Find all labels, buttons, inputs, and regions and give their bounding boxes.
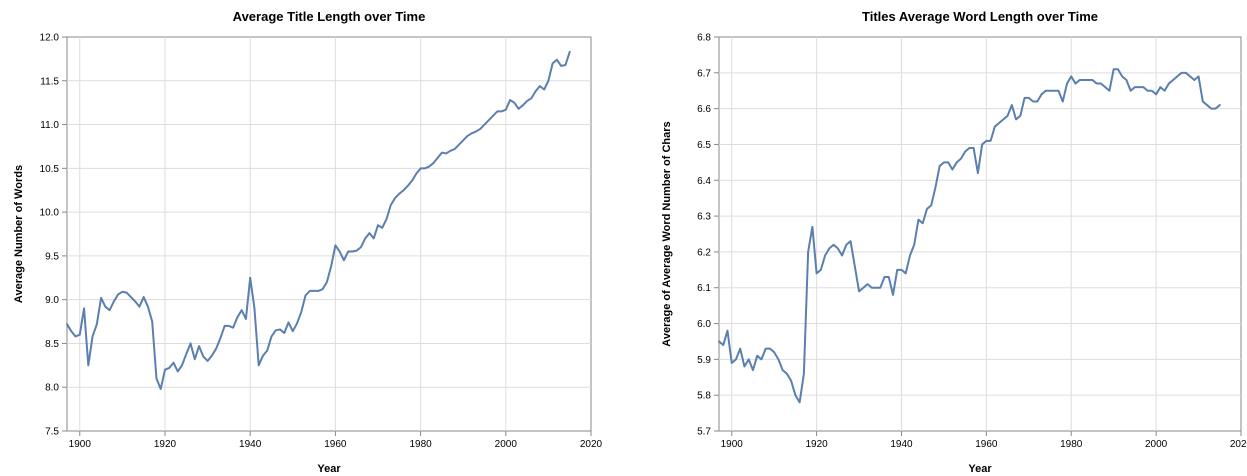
x-axis-title: Year — [317, 463, 341, 475]
series — [66, 50, 571, 390]
y-tick-label: 6.1 — [697, 283, 711, 294]
y-tick-label: 9.0 — [45, 295, 59, 306]
ticks: 1900 1920 1940 1960 1980 2000 2020 7.5 8.0 8.5 9.0… — [40, 33, 603, 451]
y-tick-label: 9.5 — [45, 251, 59, 262]
y-tick-label: 8.0 — [45, 383, 59, 394]
y-axis-title: Average Number of Words — [13, 165, 25, 303]
x-tick-label: 2020 — [1230, 439, 1247, 450]
x-tick-label: 1980 — [1060, 439, 1083, 450]
chart-average-word-length: 1900 1920 1940 1960 1980 2000 2020 5.7 5.8 5.9 6.0… — [661, 9, 1247, 475]
x-tick-label: 1900 — [721, 439, 744, 450]
grid — [67, 37, 591, 431]
x-tick-label: 2020 — [580, 439, 603, 450]
y-tick-label: 11.0 — [40, 120, 59, 131]
y-tick-label: 6.3 — [697, 212, 711, 223]
x-tick-label: 1940 — [890, 439, 913, 450]
y-tick-label: 10.0 — [40, 208, 60, 219]
series-line — [718, 68, 1221, 404]
y-tick-label: 10.5 — [40, 164, 60, 175]
x-tick-label: 1980 — [409, 439, 432, 450]
plot-frame — [718, 36, 1242, 432]
x-axis-title: Year — [968, 463, 992, 475]
y-tick-label: 6.0 — [697, 319, 711, 330]
y-tick-label: 6.6 — [697, 104, 711, 115]
plot-frame — [66, 36, 592, 432]
series-line — [66, 50, 571, 390]
y-tick-label: 5.8 — [697, 391, 711, 402]
y-tick-label: 6.7 — [697, 68, 711, 79]
y-tick-label: 11.5 — [40, 76, 59, 87]
x-tick-label: 2000 — [495, 439, 518, 450]
x-tick-label: 1900 — [69, 439, 92, 450]
x-tick-label: 1960 — [324, 439, 347, 450]
y-tick-label: 6.5 — [697, 140, 711, 151]
grid — [719, 37, 1241, 431]
x-tick-label: 2000 — [1145, 439, 1168, 450]
y-tick-label: 6.2 — [697, 247, 711, 258]
series — [718, 68, 1221, 404]
y-tick-label: 8.5 — [45, 339, 59, 350]
y-tick-label: 7.5 — [45, 427, 59, 438]
chart-title: Average Title Length over Time — [233, 9, 426, 24]
x-tick-label: 1960 — [975, 439, 998, 450]
x-tick-label: 1920 — [805, 439, 828, 450]
y-axis-title: Average of Average Word Number of Chars — [661, 121, 673, 346]
chart-average-title-length: 1900 1920 1940 1960 1980 2000 2020 7.5 8.0 8.5 9.0… — [13, 9, 603, 475]
y-tick-label: 5.9 — [697, 355, 711, 366]
y-tick-label: 12.0 — [40, 33, 60, 44]
y-tick-label: 6.8 — [697, 33, 711, 44]
x-tick-label: 1940 — [239, 439, 262, 450]
x-tick-label: 1920 — [154, 439, 177, 450]
y-tick-label: 5.7 — [697, 427, 711, 438]
chart-title: Titles Average Word Length over Time — [862, 9, 1098, 24]
ticks: 1900 1920 1940 1960 1980 2000 2020 5.7 5.8 5.9 6.0… — [697, 33, 1247, 451]
y-tick-label: 6.4 — [697, 176, 711, 187]
